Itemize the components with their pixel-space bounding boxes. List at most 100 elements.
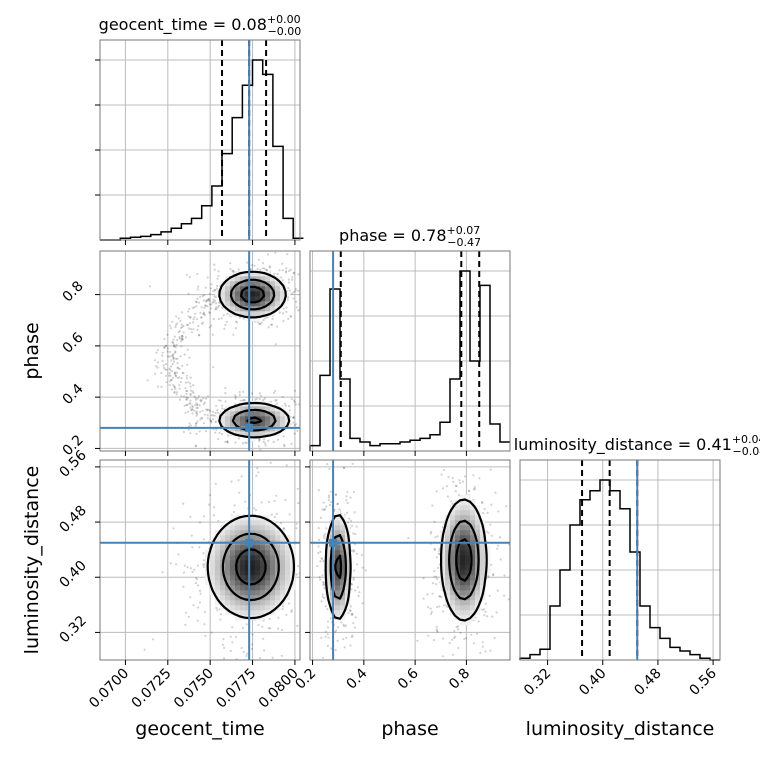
panel-luminosity_distance-vs-phase-scatter-point [446,495,449,498]
panel-luminosity_distance-vs-geocent_time-density-cell [285,570,291,576]
panel-luminosity_distance-vs-phase-scatter-point [495,611,498,614]
panel-luminosity_distance-vs-geocent_time-density-cell [270,595,276,601]
panel-luminosity_distance-vs-phase-density-cell [325,580,331,586]
panel-luminosity_distance-vs-geocent_time-density-cell [220,595,226,601]
panel-phase-vs-geocent_time-density-cell [270,276,276,282]
panel-phase-vs-geocent_time-scatter-point [217,317,221,321]
panel-luminosity_distance-vs-geocent_time-density-cell [235,525,241,531]
panel-luminosity_distance-vs-phase-density-cell [445,550,451,556]
panel-phase-vs-geocent_time-scatter-point [278,311,281,314]
panel-luminosity_distance-vs-phase-scatter-point [350,588,353,591]
panel-luminosity_distance-vs-phase-scatter-point [349,496,352,499]
panel-phase-vs-geocent_time-scatter-point [180,338,183,341]
panel-luminosity_distance-vs-geocent_time-scatter-point [255,474,258,477]
panel-phase-vs-geocent_time-scatter-point [223,327,226,330]
panel-luminosity_distance-vs-phase-density-cell [340,615,346,621]
panel-luminosity_distance-vs-phase-density-cell [450,605,456,611]
panel-phase-vs-geocent_time-scatter-point [272,440,275,444]
panel-luminosity_distance-vs-phase-scatter-point [326,674,328,676]
panel-luminosity_distance-vs-phase-density-cell [465,555,471,561]
panel-phase-vs-geocent_time-scatter-point [262,262,265,265]
panel-phase-vs-geocent_time-scatter-point [205,408,208,411]
panel-luminosity_distance-vs-geocent_time-density-cell [250,590,256,596]
panel-luminosity_distance-vs-phase-density-cell [480,570,486,576]
panel-luminosity_distance-vs-geocent_time-density-cell [230,565,236,571]
panel-phase-vs-geocent_time-scatter-point [210,283,213,286]
panel-phase-vs-geocent_time-scatter-point [258,438,261,441]
panel-luminosity_distance-vs-phase-scatter-point [364,569,367,572]
panel-luminosity_distance-vs-phase-scatter-point [463,637,466,641]
panel-luminosity_distance-vs-geocent_time-scatter-point [183,564,186,567]
panel-phase-vs-geocent_time-density-cell [280,296,286,302]
panel-phase-vs-geocent_time-density-cell [240,421,246,427]
panel-luminosity_distance-vs-phase-density-cell [335,525,341,531]
panel-phase-vs-geocent_time-scatter-point [209,418,212,421]
panel-luminosity_distance-vs-geocent_time-scatter-point [280,522,283,525]
panel-phase-vs-geocent_time-scatter-point [197,285,200,288]
panel-luminosity_distance-vs-geocent_time-density-cell [265,610,271,616]
panel-phase-vs-geocent_time-scatter-point [292,291,295,294]
panel-luminosity_distance-vs-phase-density-cell [335,550,341,556]
panel-luminosity_distance-vs-phase-density-cell [460,575,466,581]
panel-luminosity_distance-vs-geocent_time-density-cell [245,520,251,526]
panel-luminosity_distance-vs-phase-density-cell [475,515,481,521]
panel-phase-vs-geocent_time-scatter-point [221,404,224,407]
panel-luminosity_distance-vs-geocent_time-density-cell [240,565,246,571]
panel-phase-vs-geocent_time-scatter-point [189,432,192,435]
panel-luminosity_distance-vs-geocent_time-density-cell [220,585,226,591]
panel-luminosity_distance-vs-phase-scatter-point [435,575,438,578]
panel-luminosity_distance-vs-phase-density-cell [470,600,476,606]
panel-phase-vs-geocent_time-density-cell [255,431,261,437]
panel-luminosity_distance-vs-phase-scatter-point [351,668,353,670]
panel-phase-vs-geocent_time-scatter-point [164,344,167,348]
panel-phase-vs-geocent_time-scatter-point [218,431,221,435]
panel-luminosity_distance-vs-geocent_time-density-cell [265,530,271,536]
panel-luminosity_distance-vs-geocent_time-density-cell [255,595,261,601]
panel-phase-vs-geocent_time-density-cell [255,406,261,412]
panel-luminosity_distance-vs-geocent_time-truth-marker [245,538,254,547]
panel-luminosity_distance-vs-geocent_time-scatter-point [297,502,300,505]
panel-phase-vs-geocent_time-density-cell [280,406,286,412]
panel-luminosity_distance-vs-geocent_time-scatter-point [285,613,288,616]
panel-phase-vs-geocent_time-scatter-point [294,403,298,406]
panel-phase-vs-geocent_time-scatter-point [258,322,261,325]
panel-phase-vs-geocent_time-scatter-point [208,408,211,412]
panel-phase-vs-geocent_time-scatter-point [180,394,183,398]
panel-luminosity_distance-vs-phase-scatter-point [494,491,497,494]
panel-luminosity_distance-vs-geocent_time-scatter-point [260,501,263,504]
panel-luminosity_distance-vs-phase-density-cell [475,610,481,616]
panel-phase-vs-geocent_time-scatter-point [283,445,286,448]
panel-luminosity_distance-vs-phase-scatter-point [478,477,481,480]
panel-phase-vs-geocent_time-scatter-point [173,390,176,393]
panel-luminosity_distance-vs-phase-scatter-point [512,505,514,507]
panel-luminosity_distance-vs-phase-scatter-point [441,487,445,490]
panel-phase-vs-geocent_time-scatter-point [173,373,176,376]
panel-luminosity_distance-vs-phase-scatter-point [322,501,325,504]
panel-luminosity_distance-vs-geocent_time-scatter-point [257,471,260,474]
panel-phase-vs-geocent_time-density-cell [265,291,271,297]
panel-phase-vs-geocent_time-scatter-point [179,326,183,330]
panel-luminosity_distance-vs-phase-scatter-point [452,457,454,459]
panel-luminosity_distance-vs-phase-scatter-point [354,589,357,592]
panel-luminosity_distance-vs-geocent_time-density-cell [245,530,251,536]
panel-luminosity_distance-vs-phase-scatter-point [407,537,410,540]
panel-phase-vs-geocent_time-scatter-point [168,367,171,370]
panel-phase-vs-geocent_time-scatter-point [250,392,253,395]
panel-phase-vs-geocent_time-scatter-point [196,288,199,291]
panel-luminosity_distance-vs-geocent_time-density-cell [260,600,266,606]
panel-phase-vs-geocent_time-scatter-point [178,384,181,387]
panel-luminosity_distance-vs-geocent_time-density-cell [260,520,266,526]
panel-phase-vs-geocent_time-scatter-point [181,325,184,329]
panel-phase-vs-geocent_time-density-cell [285,411,291,417]
panel-luminosity_distance-vs-geocent_time-scatter-point [196,578,199,581]
panel-luminosity_distance-vs-geocent_time-density-cell [240,525,246,531]
panel-luminosity_distance-vs-geocent_time-scatter-point [184,611,188,614]
panel-luminosity_distance-vs-geocent_time-scatter-point [210,631,213,634]
panel-phase-vs-geocent_time-scatter-point [206,395,210,398]
panel-luminosity_distance-vs-geocent_time-scatter-point [271,656,274,659]
panel-luminosity_distance-vs-phase-density-cell [460,535,466,541]
panel-phase-vs-geocent_time-scatter-point [146,379,149,382]
panel-phase-vs-geocent_time-scatter-point [226,441,229,444]
panel-luminosity_distance-vs-phase-density-cell [450,545,456,551]
panel-luminosity_distance-vs-geocent_time-scatter-point [213,506,216,509]
